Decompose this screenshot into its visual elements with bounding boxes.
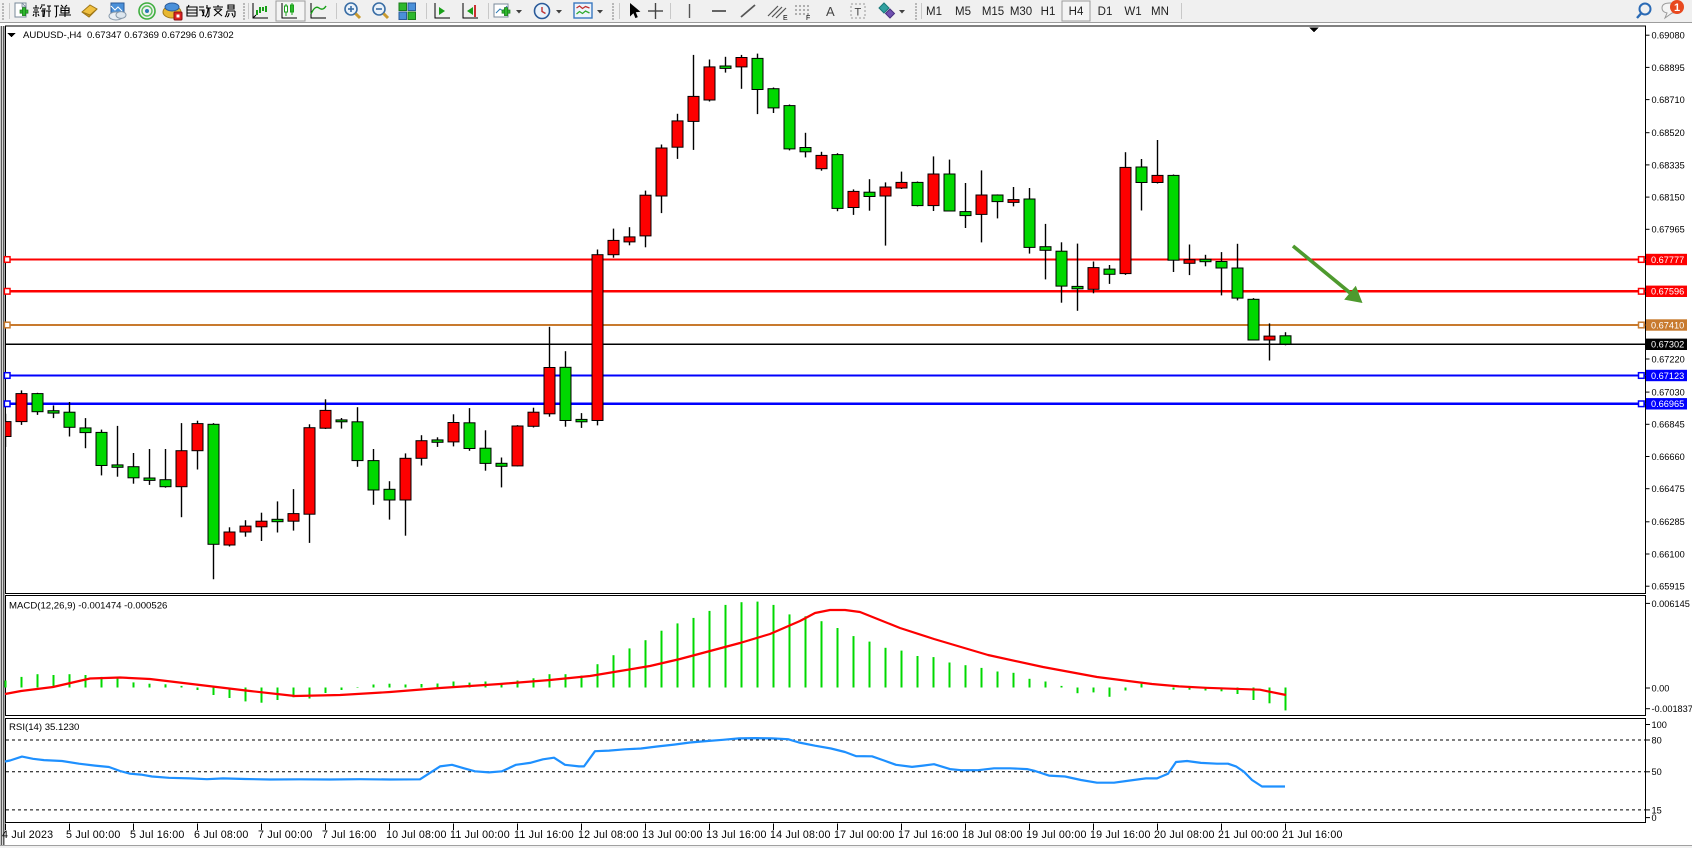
svg-text:10 Jul 08:00: 10 Jul 08:00 — [386, 829, 447, 841]
svg-text:0.006145: 0.006145 — [1652, 599, 1690, 609]
svg-text:0: 0 — [1652, 813, 1657, 823]
svg-text:0.67302: 0.67302 — [1651, 340, 1684, 350]
svg-text:0.66285: 0.66285 — [1652, 517, 1685, 527]
svg-text:M1: M1 — [926, 6, 942, 18]
svg-text:0.68150: 0.68150 — [1652, 193, 1685, 203]
svg-text:0.67596: 0.67596 — [1651, 287, 1684, 297]
svg-text:5 Jul 16:00: 5 Jul 16:00 — [130, 829, 185, 841]
svg-text:0.68335: 0.68335 — [1652, 160, 1685, 170]
svg-text:H4: H4 — [1069, 6, 1084, 18]
svg-text:M5: M5 — [955, 6, 971, 18]
svg-text:W1: W1 — [1124, 6, 1141, 18]
svg-text:21 Jul 00:00: 21 Jul 00:00 — [1218, 829, 1279, 841]
svg-text:0.66965: 0.66965 — [1651, 399, 1684, 409]
svg-text:M30: M30 — [1010, 6, 1032, 18]
svg-text:14 Jul 08:00: 14 Jul 08:00 — [770, 829, 831, 841]
svg-text:11 Jul 00:00: 11 Jul 00:00 — [450, 829, 510, 841]
svg-text:0.00: 0.00 — [1652, 683, 1670, 693]
svg-text:RSI(14) 35.1230: RSI(14) 35.1230 — [9, 722, 79, 733]
svg-text:0.66100: 0.66100 — [1652, 549, 1685, 559]
svg-text:0.68895: 0.68895 — [1652, 63, 1685, 73]
svg-text:MN: MN — [1151, 6, 1169, 18]
svg-text:H1: H1 — [1041, 6, 1056, 18]
svg-text:0.67030: 0.67030 — [1652, 388, 1685, 398]
svg-text:50: 50 — [1652, 767, 1662, 777]
svg-text:F: F — [806, 15, 810, 22]
svg-text:T: T — [855, 7, 862, 19]
svg-text:5 Jul 00:00: 5 Jul 00:00 — [66, 829, 121, 841]
svg-text:19 Jul 16:00: 19 Jul 16:00 — [1090, 829, 1151, 841]
svg-text:18 Jul 08:00: 18 Jul 08:00 — [962, 829, 1023, 841]
svg-text:AUDUSD-,H4 0.67347 0.67369 0.: AUDUSD-,H4 0.67347 0.67369 0.67296 0.673… — [23, 30, 234, 41]
svg-text:0.65915: 0.65915 — [1652, 582, 1685, 592]
svg-text:0.67965: 0.67965 — [1652, 225, 1685, 235]
svg-text:7 Jul 16:00: 7 Jul 16:00 — [322, 829, 377, 841]
svg-text:19 Jul 00:00: 19 Jul 00:00 — [1026, 829, 1087, 841]
svg-text:20 Jul 08:00: 20 Jul 08:00 — [1154, 829, 1215, 841]
svg-text:0.67777: 0.67777 — [1651, 255, 1684, 265]
svg-text:D1: D1 — [1098, 6, 1113, 18]
svg-text:A: A — [826, 4, 835, 19]
svg-text:MACD(12,26,9) -0.001474 -0.000: MACD(12,26,9) -0.001474 -0.000526 — [9, 600, 167, 611]
svg-text:100: 100 — [1652, 720, 1667, 730]
svg-text:0.67220: 0.67220 — [1652, 354, 1685, 364]
svg-text:0.66660: 0.66660 — [1652, 452, 1685, 462]
svg-text:12 Jul 08:00: 12 Jul 08:00 — [578, 829, 639, 841]
svg-text:17 Jul 16:00: 17 Jul 16:00 — [898, 829, 959, 841]
svg-text:-0.001837: -0.001837 — [1652, 704, 1692, 714]
svg-text:M15: M15 — [982, 6, 1004, 18]
svg-text:0.66845: 0.66845 — [1652, 420, 1685, 430]
svg-text:13 Jul 16:00: 13 Jul 16:00 — [706, 829, 767, 841]
svg-text:80: 80 — [1652, 735, 1662, 745]
svg-text:11 Jul 16:00: 11 Jul 16:00 — [514, 829, 574, 841]
svg-text:0.67123: 0.67123 — [1651, 371, 1684, 381]
svg-text:17 Jul 00:00: 17 Jul 00:00 — [834, 829, 895, 841]
svg-text:E: E — [783, 15, 788, 22]
svg-text:13 Jul 00:00: 13 Jul 00:00 — [642, 829, 703, 841]
svg-text:4 Jul 2023: 4 Jul 2023 — [2, 829, 53, 841]
svg-text:1: 1 — [1674, 2, 1680, 14]
svg-text:0.68520: 0.68520 — [1652, 128, 1685, 138]
svg-text:6 Jul 08:00: 6 Jul 08:00 — [194, 829, 249, 841]
svg-text:0.66475: 0.66475 — [1652, 484, 1685, 494]
svg-text:0.69080: 0.69080 — [1652, 31, 1685, 41]
svg-text:0.68710: 0.68710 — [1652, 95, 1685, 105]
svg-text:7 Jul 00:00: 7 Jul 00:00 — [258, 829, 313, 841]
svg-text:21 Jul 16:00: 21 Jul 16:00 — [1282, 829, 1343, 841]
svg-text:0.67410: 0.67410 — [1651, 320, 1684, 330]
